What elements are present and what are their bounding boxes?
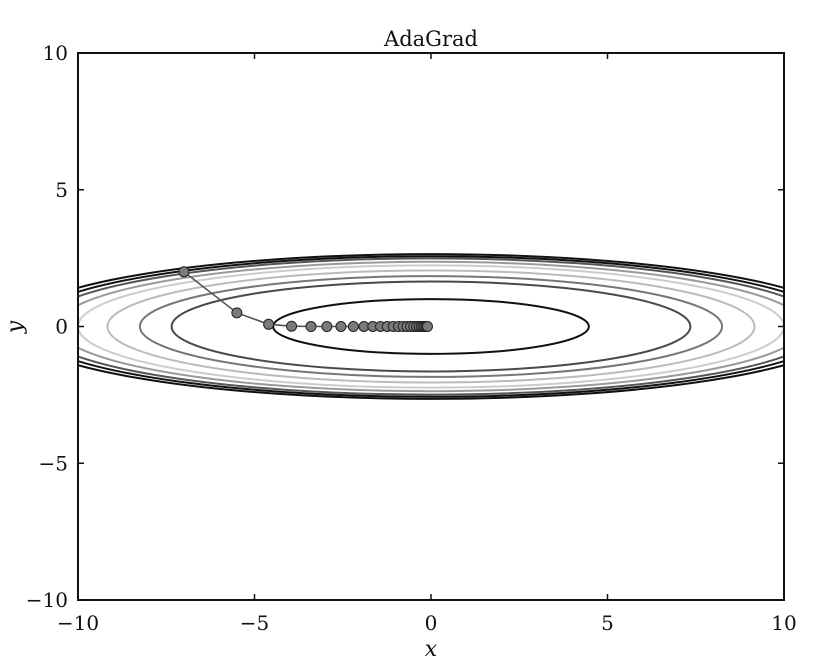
path-point-5 xyxy=(321,321,333,332)
x-tick-label-3: 5 xyxy=(601,611,614,635)
tick-layer: −10 −5 0 5 10 −10 −5 0 5 10 xyxy=(26,41,797,635)
contour-7 xyxy=(78,255,784,398)
contour-layer xyxy=(78,253,784,400)
chart-title: AdaGrad xyxy=(383,27,478,51)
contour-2 xyxy=(138,275,724,378)
x-tick-label-1: −5 xyxy=(240,611,269,635)
contour-6 xyxy=(78,257,784,396)
path-point-7 xyxy=(347,321,359,332)
series-layer xyxy=(178,266,433,332)
y-tick-label-0: −10 xyxy=(26,588,68,612)
path-point-3 xyxy=(286,320,298,332)
x-tick-label-0: −10 xyxy=(57,611,99,635)
x-tick-label-4: 10 xyxy=(771,611,796,635)
y-tick-label-2: 0 xyxy=(55,315,68,339)
contour-1 xyxy=(170,280,692,373)
path-point-24 xyxy=(421,321,433,332)
x-axis-label: x xyxy=(425,637,438,660)
path-point-6 xyxy=(335,321,347,332)
y-tick-label-3: 5 xyxy=(55,178,68,202)
contour-3 xyxy=(106,269,756,384)
contour-4 xyxy=(78,264,784,389)
y-tick-label-1: −5 xyxy=(39,451,68,475)
y-axis-label: y xyxy=(3,320,28,334)
contour-5 xyxy=(78,260,784,393)
path-point-0 xyxy=(178,266,190,278)
y-tick-label-4: 10 xyxy=(43,41,68,65)
path-point-1 xyxy=(231,307,243,319)
path-point-2 xyxy=(263,318,275,330)
path-point-4 xyxy=(305,320,317,332)
x-tick-label-2: 0 xyxy=(425,611,438,635)
contour-8 xyxy=(78,253,784,400)
